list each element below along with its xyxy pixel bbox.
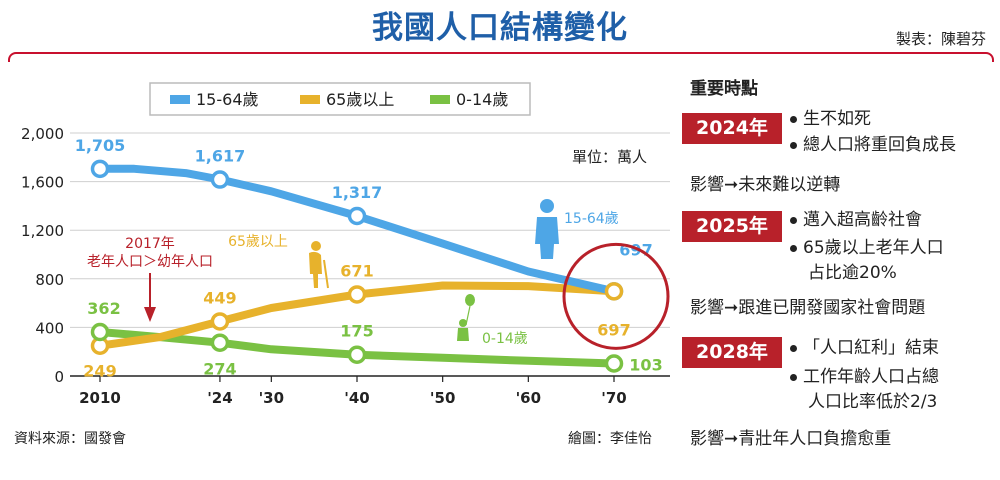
y-tick-label: 0 xyxy=(54,368,64,386)
chart-lines xyxy=(96,164,618,368)
y-tick-label: 800 xyxy=(35,271,64,289)
data-point-child xyxy=(210,333,230,352)
elderly-callout-label: 65歲以上 xyxy=(228,234,288,250)
data-point-child xyxy=(604,354,624,373)
bullet-2028-2: 工作年齡人口占總 xyxy=(790,362,939,387)
data-point-elderly xyxy=(347,285,367,304)
bullet-2028-1: 「人口紅利」結束 xyxy=(790,333,939,358)
infographic: 我國人口結構變化 製表：陳碧芬 0 400 800 1,200 1,600 2,000 20… xyxy=(8,10,994,449)
series-line-working xyxy=(96,164,618,296)
bullet-2025-2-cont: 占比逾20% xyxy=(808,263,897,283)
data-point-working xyxy=(90,159,110,179)
y-tick-label: 1,600 xyxy=(21,174,64,192)
data-label-elderly: 249 xyxy=(83,362,116,381)
x-tick-label: '70 xyxy=(601,389,626,407)
data-label-elderly: 697 xyxy=(597,320,630,339)
annotation-year: 2017年 xyxy=(125,236,175,252)
data-point-elderly xyxy=(604,282,624,301)
year-badge-2028: 2028年 xyxy=(682,337,782,368)
child-icon-label: 0-14歲 xyxy=(482,331,528,347)
data-label-child: 175 xyxy=(340,322,373,341)
population-chart: 0 400 800 1,200 1,600 2,000 2010 '24 '30 '40 '50 '6… xyxy=(21,82,670,407)
year-badge-2024: 2024年 xyxy=(682,113,782,144)
x-tick-label: '60 xyxy=(516,389,541,407)
series-line-elderly xyxy=(96,281,618,350)
maker-credit: 製表：陳碧芬 xyxy=(895,30,986,48)
annotation-text: 老年人口＞幼年人口 xyxy=(87,254,213,270)
data-label-child: 362 xyxy=(87,299,120,318)
impact-2028: 影響➞青壯年人口負擔愈重 xyxy=(690,429,892,449)
impact-2024: 影響➞未來難以逆轉 xyxy=(690,175,841,195)
data-label-working: 1,617 xyxy=(195,147,246,166)
data-point-working xyxy=(210,170,230,189)
data-label-working: 1,705 xyxy=(75,136,126,155)
x-tick-label: '50 xyxy=(430,389,455,407)
legend-label: 15-64歲 xyxy=(196,90,259,109)
bullet-2024-2: 總人口將重回負成長 xyxy=(790,130,956,155)
chart-legend: 15-64歲 65歲以上 0-14歲 xyxy=(149,82,531,116)
data-label-child: 103 xyxy=(629,355,662,374)
elderly-person-icon xyxy=(309,241,329,289)
x-tick-label: 2010 xyxy=(79,389,121,407)
child-balloon-icon xyxy=(457,294,475,341)
year-badge-2025: 2025年 xyxy=(682,211,782,242)
source-note: 資料來源：國發會 xyxy=(14,431,126,447)
adult-icon-label: 15-64歲 xyxy=(564,211,619,227)
data-label-child: 274 xyxy=(203,360,236,379)
unit-label: 單位：萬人 xyxy=(572,148,647,166)
adult-person-icon xyxy=(535,199,559,259)
y-tick-label: 400 xyxy=(35,319,64,337)
bullet-dot xyxy=(790,344,797,352)
bullet-dot xyxy=(790,244,797,252)
impact-2025: 影響➞跟進已開發國家社會問題 xyxy=(690,298,926,318)
bullet-2028-2-cont: 人口比率低於2/3 xyxy=(808,392,938,412)
data-point-working xyxy=(347,206,367,226)
legend-box xyxy=(149,82,531,116)
legend-swatch xyxy=(170,95,190,104)
page-title: 我國人口結構變化 xyxy=(372,10,628,46)
y-tick-label: 1,200 xyxy=(21,222,64,240)
frame-border xyxy=(8,52,994,62)
data-label-working: 1,317 xyxy=(332,183,383,202)
legend-label: 65歲以上 xyxy=(326,90,394,109)
drawn-by-credit: 繪圖：李佳怡 xyxy=(568,431,652,447)
bullet-dot xyxy=(790,373,797,381)
bullet-2025-2: 65歲以上老年人口 xyxy=(790,233,944,258)
data-point-child xyxy=(347,345,367,364)
bullet-2024-1: 生不如死 xyxy=(790,104,871,129)
data-point-child xyxy=(90,322,110,342)
sidebar-heading: 重要時點 xyxy=(690,79,758,99)
y-tick-label: 2,000 xyxy=(21,125,64,143)
legend-label: 0-14歲 xyxy=(456,90,508,109)
bullet-dot xyxy=(790,141,797,149)
highlight-circle xyxy=(562,242,670,350)
data-label-elderly: 449 xyxy=(203,288,236,307)
bullet-dot xyxy=(790,115,797,123)
x-tick-label: '40 xyxy=(344,389,369,407)
legend-swatch xyxy=(300,95,320,104)
bullet-dot xyxy=(790,216,797,224)
legend-swatch xyxy=(430,95,450,104)
x-tick-label: '30 xyxy=(259,389,284,407)
data-point-elderly xyxy=(210,312,230,331)
bullet-2025-1: 邁入超高齡社會 xyxy=(790,205,922,230)
chart-axes: 0 400 800 1,200 1,600 2,000 2010 '24 '30 '40 '50 '6… xyxy=(21,125,670,407)
x-tick-label: '24 xyxy=(207,389,232,407)
annotation-arrow-head xyxy=(144,307,156,322)
data-label-elderly: 671 xyxy=(340,261,373,280)
